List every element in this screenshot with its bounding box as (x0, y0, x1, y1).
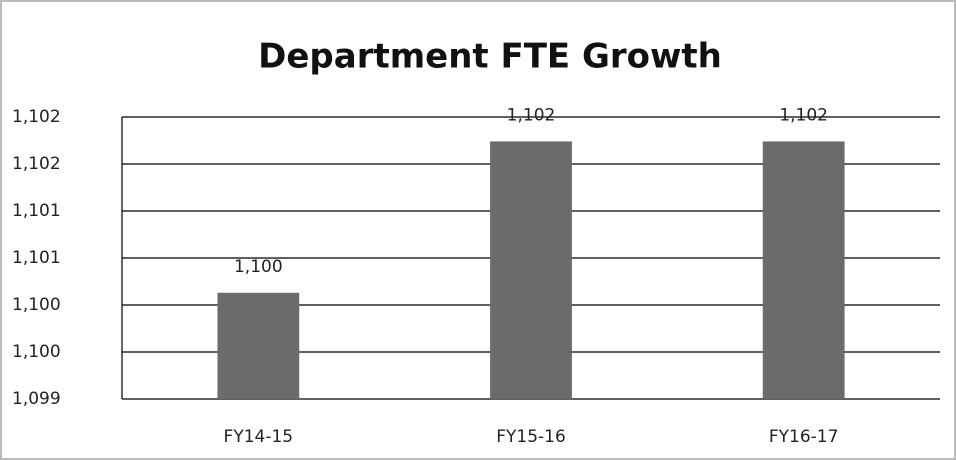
y-tick-label: 1,102 (12, 154, 61, 174)
x-tick-label: FY15-16 (496, 427, 566, 447)
chart-title: Department FTE Growth (258, 37, 722, 77)
y-tick-label: 1,101 (12, 201, 61, 221)
x-tick-label: FY14-15 (224, 427, 294, 447)
data-label: 1,102 (507, 105, 556, 125)
x-tick-label: FY16-17 (769, 427, 839, 447)
bar (762, 141, 845, 399)
y-tick-label: 1,100 (12, 295, 61, 315)
y-tick-label: 1,099 (12, 389, 61, 409)
y-tick-label: 1,102 (12, 107, 61, 127)
bar (490, 141, 572, 399)
y-tick-label: 1,100 (12, 342, 61, 362)
data-label: 1,102 (779, 105, 828, 125)
data-label: 1,100 (234, 257, 283, 277)
bar (217, 292, 300, 399)
y-tick-label: 1,101 (12, 248, 61, 268)
